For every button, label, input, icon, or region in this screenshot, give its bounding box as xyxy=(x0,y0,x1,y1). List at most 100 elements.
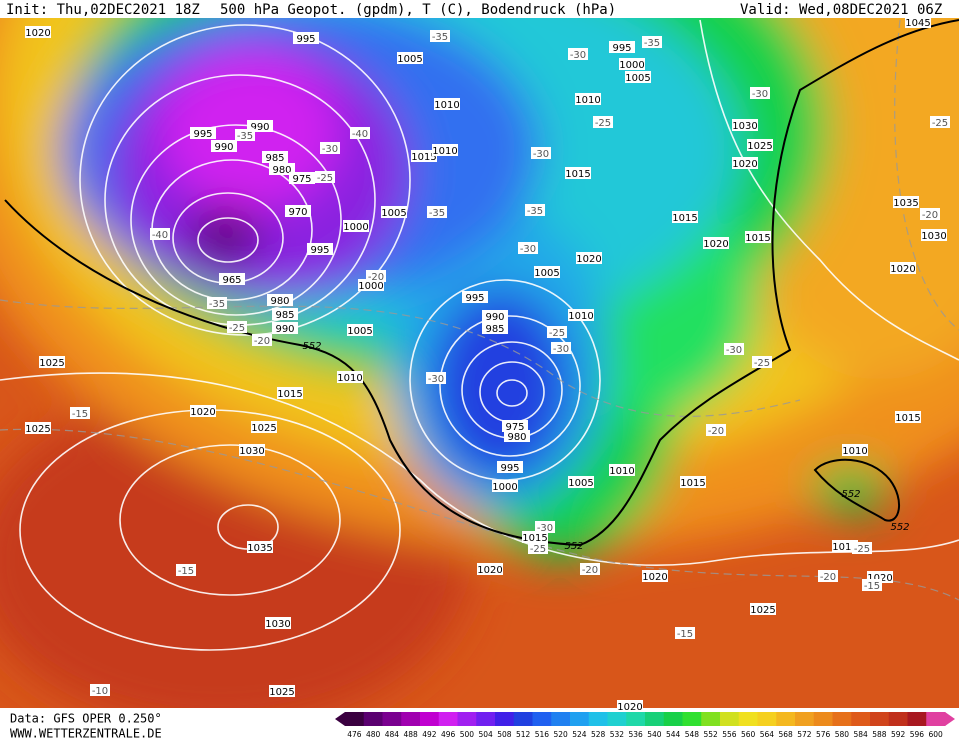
temperature-label-box xyxy=(642,36,662,48)
isobar-label-box xyxy=(703,237,729,249)
isobar-label: 1005 xyxy=(381,208,406,219)
temperature-label: -30 xyxy=(553,344,569,355)
isobar-label: 1010 xyxy=(575,95,600,106)
isobar-label: 1025 xyxy=(39,358,64,369)
isobar-label: 985 xyxy=(275,310,294,321)
colorbar-label: 496 xyxy=(441,730,456,739)
colorbar-label: 544 xyxy=(666,730,681,739)
isobar-label: 1025 xyxy=(269,687,294,698)
isobar-label-box xyxy=(745,231,771,243)
isobar-label: 990 xyxy=(275,324,294,335)
isobar-label-box xyxy=(497,461,523,473)
isobar-label-box xyxy=(747,139,773,151)
temperature-label: -30 xyxy=(726,345,742,356)
temperature-label: -30 xyxy=(520,244,536,255)
isobar-label-box xyxy=(293,32,319,44)
temperature-label-box xyxy=(862,579,882,591)
isobar-label-box xyxy=(568,309,594,321)
isobar-label-box xyxy=(905,16,931,28)
isobar-label: 1010 xyxy=(568,311,593,322)
temperature-label: -25 xyxy=(932,118,948,129)
isobar-label-box xyxy=(492,480,518,492)
temperature-label-box xyxy=(535,521,555,533)
isobar-label: 1010 xyxy=(337,373,362,384)
temperature-label-box xyxy=(580,563,600,575)
isobar-label-box xyxy=(642,570,668,582)
temperature-label: -10 xyxy=(92,686,108,697)
isobar-label-box xyxy=(397,52,423,64)
isobar-label-box xyxy=(625,71,651,83)
isobar-label: 1015 xyxy=(672,213,697,224)
colorbar-swatch xyxy=(851,712,871,726)
isobar-label: 1000 xyxy=(358,281,383,292)
isobar-label-box xyxy=(265,617,291,629)
contour-552-label: 552 xyxy=(841,489,860,500)
isobar-label-box xyxy=(269,163,295,175)
temperature-label: -30 xyxy=(537,523,553,534)
isobar-label: 1015 xyxy=(565,169,590,180)
isobar-label-box xyxy=(272,308,298,320)
isobar-label: 990 xyxy=(214,142,233,153)
temperature-label: -25 xyxy=(229,323,245,334)
isobar-label: 995 xyxy=(310,245,329,256)
colorbar-label: 568 xyxy=(778,730,793,739)
isobar-label-box xyxy=(832,540,858,552)
isobar-label: 1000 xyxy=(492,482,517,493)
temperature-label: -30 xyxy=(322,144,338,155)
colorbar-label: 564 xyxy=(760,730,775,739)
isobar-label-box xyxy=(732,119,758,131)
isobar-label-box xyxy=(534,266,560,278)
isobar-label: 1035 xyxy=(247,543,272,554)
colorbar-swatch xyxy=(832,712,852,726)
temperature-label: -35 xyxy=(429,208,445,219)
temperature-label-box xyxy=(547,326,567,338)
colorbar-swatch xyxy=(345,712,365,726)
colorbar-label: 536 xyxy=(628,730,643,739)
colorbar-label: 560 xyxy=(741,730,756,739)
isobar-label: 1020 xyxy=(477,565,502,576)
isobar-label-box xyxy=(750,603,776,615)
isobar-label-box xyxy=(462,291,488,303)
isobar-label-box xyxy=(575,93,601,105)
isobar-label-box xyxy=(247,541,273,553)
temperature-label: -25 xyxy=(530,544,546,555)
isobar-label-box xyxy=(190,405,216,417)
temperature-label-box xyxy=(706,424,726,436)
isobar-label-box xyxy=(39,356,65,368)
colorbar-label: 492 xyxy=(422,730,437,739)
contour-552-label: 552 xyxy=(302,341,321,352)
isobar-label: 1020 xyxy=(642,572,667,583)
init-time: Init: Thu,02DEC2021 18Z xyxy=(6,2,200,18)
temperature-label-box xyxy=(528,542,548,554)
data-source: Data: GFS OPER 0.250° xyxy=(10,712,162,726)
temperature-label: -15 xyxy=(72,409,88,420)
isobar-label: 995 xyxy=(296,34,315,45)
colorbar-label: 584 xyxy=(853,730,868,739)
isobar-label-box xyxy=(568,476,594,488)
temperature-label-box xyxy=(518,242,538,254)
temperature-label-box xyxy=(675,627,695,639)
isobar-label: 1020 xyxy=(703,239,728,250)
temperature-label: -35 xyxy=(644,38,660,49)
isobar-label-box xyxy=(277,387,303,399)
temperature-label-box xyxy=(551,342,571,354)
colorbar-swatch xyxy=(757,712,777,726)
isobar-label-box xyxy=(381,206,407,218)
isobar-label: 995 xyxy=(500,463,519,474)
temperature-label-box xyxy=(525,204,545,216)
temperature-label-box xyxy=(724,343,744,355)
colorbar-swatch xyxy=(813,712,833,726)
colorbar-label: 580 xyxy=(835,730,850,739)
isobar-label-box xyxy=(211,140,237,152)
colorbar-label: 512 xyxy=(516,730,531,739)
colorbar-label: 532 xyxy=(610,730,625,739)
isobar-label-box xyxy=(477,563,503,575)
contour-552-label: 552 xyxy=(890,522,909,533)
temperature-label: -30 xyxy=(570,50,586,61)
temperature-label-box xyxy=(235,129,255,141)
temperature-label-box xyxy=(430,30,450,42)
map-title: 500 hPa Geopot. (gpdm), T (C), Bodendruc… xyxy=(220,2,616,18)
colorbar-swatch xyxy=(870,712,890,726)
colorbar-swatch xyxy=(363,712,383,726)
